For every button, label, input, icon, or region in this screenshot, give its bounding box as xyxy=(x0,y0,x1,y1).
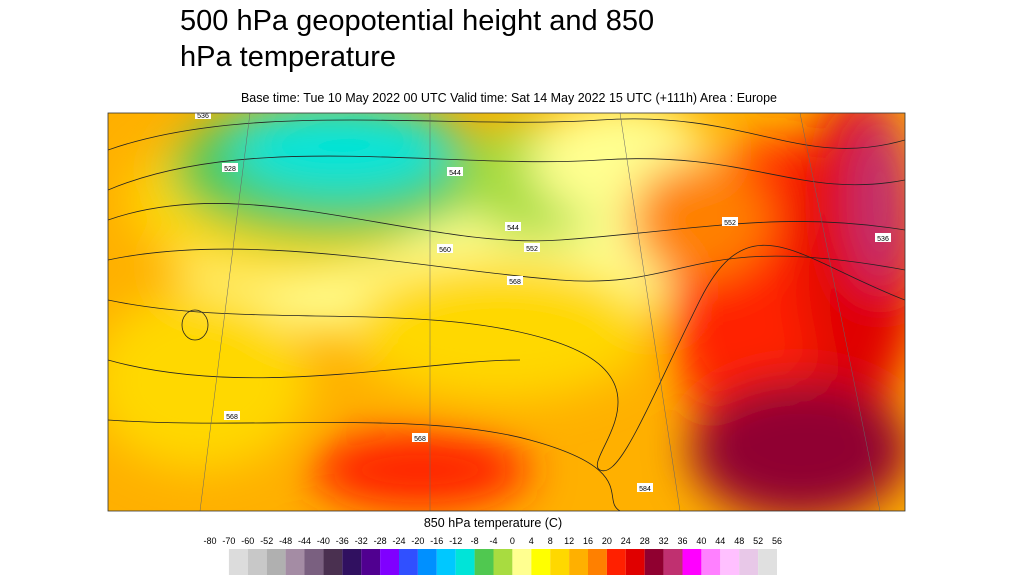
colorbar-bin xyxy=(701,549,721,575)
colorbar-bin xyxy=(210,549,229,575)
colorbar-label: 850 hPa temperature (C) xyxy=(424,516,562,530)
colorbar-tick-label: 16 xyxy=(583,536,593,546)
colorbar-bin xyxy=(285,549,305,575)
colorbar-bin xyxy=(663,549,683,575)
colorbar-tick-label: -32 xyxy=(355,536,368,546)
contour-label: 568 xyxy=(509,279,521,286)
colorbar-bin xyxy=(342,549,362,575)
colorbar-bin xyxy=(569,549,588,575)
contour-label: 552 xyxy=(526,246,538,253)
colorbar-bin xyxy=(266,549,286,575)
colorbar-tick-label: -44 xyxy=(298,536,311,546)
colorbar-bin xyxy=(436,549,456,575)
colorbar-bin xyxy=(380,549,399,575)
contour-label: 552 xyxy=(724,220,736,227)
colorbar-tick-label: -80 xyxy=(203,536,216,546)
colorbar-bin xyxy=(531,549,551,575)
colorbar-tick-label: -52 xyxy=(260,536,273,546)
colorbar-tick-label: -36 xyxy=(336,536,349,546)
colorbar-tick-label: -60 xyxy=(241,536,254,546)
contour-label-bg xyxy=(447,167,463,176)
colorbar-tick-label: -70 xyxy=(222,536,235,546)
colorbar-tick-label: -40 xyxy=(317,536,330,546)
colorbar-tick-label: 32 xyxy=(659,536,669,546)
colorbar-bin xyxy=(455,549,475,575)
contour-label-bg xyxy=(722,217,738,226)
colorbar-tick-label: -4 xyxy=(489,536,497,546)
colorbar-tick-label: 24 xyxy=(621,536,631,546)
contour-label-bg xyxy=(412,433,428,442)
colorbar-tick-label: -20 xyxy=(411,536,424,546)
colorbar-bin xyxy=(758,549,777,575)
contour-label: 536 xyxy=(877,236,889,243)
contour-label-bg xyxy=(437,244,453,253)
colorbar-tick-label: 44 xyxy=(715,536,725,546)
colorbar-bin xyxy=(739,549,759,575)
colorbar-bin xyxy=(625,549,645,575)
contour-label: 544 xyxy=(507,225,519,232)
colorbar-tick-label: 28 xyxy=(640,536,650,546)
colorbar-bin xyxy=(644,549,664,575)
contour-label-bg xyxy=(505,222,521,231)
colorbar-tick-label: 56 xyxy=(772,536,782,546)
colorbar-tick-label: 4 xyxy=(529,536,534,546)
colorbar-bin xyxy=(682,549,702,575)
colorbar-bin xyxy=(399,549,418,575)
colorbar-tick-label: 36 xyxy=(677,536,687,546)
colorbar-tick-label: 8 xyxy=(548,536,553,546)
colorbar-bin xyxy=(493,549,513,575)
colorbar-tick-label: -8 xyxy=(471,536,479,546)
colorbar-bin xyxy=(474,549,494,575)
contour-label: 560 xyxy=(439,247,451,254)
colorbar-bin xyxy=(417,549,437,575)
colorbar-tick-label: -16 xyxy=(430,536,443,546)
colorbar-bin xyxy=(588,549,607,575)
colorbar-bin xyxy=(720,549,740,575)
colorbar-bin xyxy=(512,549,532,575)
map: 568 560 552 544 536 528 568 544 552 536 568 584 xyxy=(108,113,905,511)
colorbar-bin xyxy=(323,549,343,575)
colorbar-tick-label: 40 xyxy=(696,536,706,546)
contour-label: 568 xyxy=(414,436,426,443)
colorbar-tick-label: 52 xyxy=(753,536,763,546)
colorbar-bin xyxy=(247,549,267,575)
colorbar-tick-label: -48 xyxy=(279,536,292,546)
contour-label-bg xyxy=(224,411,240,420)
colorbar-tick-label: 20 xyxy=(602,536,612,546)
contour-label-bg xyxy=(222,163,238,172)
colorbar-tick-label: -24 xyxy=(392,536,405,546)
contour-label-bg xyxy=(637,483,653,492)
colorbar-tick-label: 48 xyxy=(734,536,744,546)
subtitle: Base time: Tue 10 May 2022 00 UTC Valid … xyxy=(241,91,777,105)
contour-label: 544 xyxy=(449,170,461,177)
contour-label-bg xyxy=(195,113,211,119)
contour-label: 528 xyxy=(224,166,236,173)
map-frame xyxy=(107,112,906,512)
contour-label-bg xyxy=(875,233,891,242)
colorbar-bin xyxy=(304,549,324,575)
title: hPa temperature xyxy=(180,41,396,73)
contour-label-bg xyxy=(524,243,540,252)
colorbar-bin xyxy=(228,549,248,575)
colorbar-bin xyxy=(606,549,626,575)
colorbar-tick-label: 12 xyxy=(564,536,574,546)
colorbar-bin xyxy=(550,549,570,575)
contour-label: 584 xyxy=(639,486,651,493)
colorbar-tick-label: -28 xyxy=(374,536,387,546)
contour-label-bg xyxy=(507,276,523,285)
contour-label: 536 xyxy=(197,113,209,120)
colorbar-tick-label: 0 xyxy=(510,536,515,546)
title: 500 hPa geopotential height and 850 xyxy=(180,5,654,37)
colorbar-tick-label: -12 xyxy=(449,536,462,546)
colorbar-bin xyxy=(361,549,381,575)
contour-label: 568 xyxy=(226,414,238,421)
